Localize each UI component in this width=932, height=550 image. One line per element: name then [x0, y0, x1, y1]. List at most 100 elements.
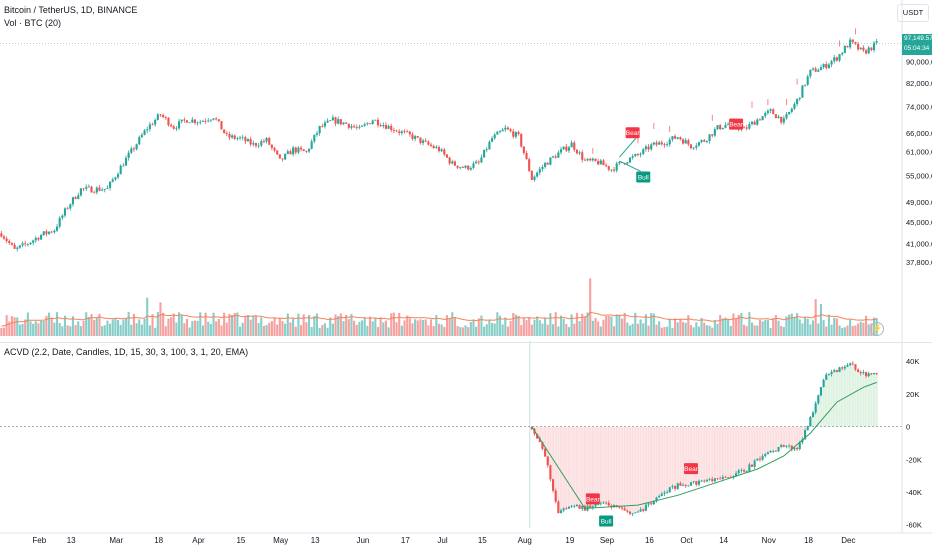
volume-bar: [533, 319, 536, 336]
price-candle-body: [154, 119, 157, 125]
volume-bar: [528, 317, 531, 336]
acvd-candle-body: [536, 433, 539, 439]
price-candle-body: [196, 122, 199, 124]
price-candle-body: [448, 157, 451, 164]
volume-bar: [833, 317, 836, 336]
x-axis-tick: Mar: [109, 536, 123, 545]
price-axis-tick: 66,000.00: [906, 129, 932, 138]
volume-bar: [727, 319, 730, 336]
acvd-candle-body: [636, 511, 640, 513]
price-candle-body: [509, 129, 512, 132]
volume-bar: [268, 322, 271, 336]
volume-bar: [713, 320, 716, 336]
volume-bar: [13, 317, 16, 336]
price-candle-body: [238, 137, 242, 139]
volume-bar: [459, 327, 462, 336]
price-candle-body: [225, 133, 228, 134]
price-candle-body: [822, 64, 825, 68]
acvd-fill-bar: [573, 426, 576, 506]
volume-bar: [591, 320, 594, 336]
price-candle-body: [87, 186, 90, 188]
acvd-candle-body: [843, 366, 846, 369]
volume-bar: [223, 312, 226, 336]
acvd-fill-bar: [599, 426, 603, 504]
currency-button[interactable]: USDT: [897, 4, 929, 22]
acvd-fill-bar: [822, 379, 825, 427]
volume-bar: [724, 317, 727, 336]
price-candle-body: [398, 131, 401, 134]
volume-bar: [819, 304, 823, 336]
price-candle-body: [66, 208, 69, 210]
volume-bar: [315, 313, 319, 336]
price-candle-body: [79, 188, 82, 196]
price-candle-body: [419, 137, 422, 144]
volume-bar: [530, 324, 533, 336]
price-candle-body: [233, 135, 236, 139]
price-candle-body: [313, 134, 316, 142]
price-candle-body: [557, 152, 560, 158]
price-candle-body: [114, 177, 117, 180]
price-candle-body: [231, 135, 234, 138]
volume-bar: [485, 324, 488, 336]
volume-bar: [10, 316, 13, 336]
volume-bar: [246, 314, 250, 336]
volume-bar: [278, 318, 281, 336]
price-candle-body: [132, 148, 136, 150]
volume-bar: [546, 324, 549, 336]
price-candle-body: [244, 137, 247, 142]
acvd-candle-body: [817, 395, 820, 404]
price-candle-body: [331, 117, 334, 121]
alert-icon[interactable]: ⚡: [870, 322, 884, 336]
price-candle-body: [602, 160, 605, 166]
volume-bar: [16, 317, 19, 336]
price-candle-body: [642, 149, 645, 154]
price-candle-body: [26, 244, 29, 245]
volume-bar: [570, 314, 573, 336]
price-candle-body: [400, 131, 403, 134]
volume-bar: [50, 318, 53, 336]
price-candle-body: [345, 122, 348, 124]
acvd-candle-body: [790, 445, 793, 450]
price-candle-body: [586, 158, 589, 161]
volume-bar: [671, 327, 674, 336]
price-candle-body: [201, 120, 204, 122]
price-candle-body: [512, 131, 515, 137]
acvd-fill-bar: [634, 426, 637, 513]
volume-bar: [32, 323, 35, 336]
price-candle-body: [424, 140, 427, 142]
acvd-fill-bar: [636, 426, 640, 512]
volume-bar: [390, 313, 393, 336]
acvd-candle-body: [573, 505, 576, 507]
volume-bar: [122, 319, 125, 336]
price-candle-body: [427, 141, 430, 145]
price-candle-body: [411, 134, 414, 139]
volume-bar: [544, 317, 547, 336]
acvd-fill-bar: [854, 369, 857, 427]
bull-signal-label: Bull: [638, 174, 649, 181]
price-candle-body: [843, 46, 846, 54]
volume-bar: [204, 312, 207, 336]
x-axis-tick: 13: [67, 536, 76, 545]
volume-bar: [809, 324, 812, 336]
volume-bar: [156, 312, 159, 336]
acvd-candle-body: [727, 477, 730, 478]
price-axis-tick: 90,000.00: [906, 57, 932, 66]
acvd-fill-bar: [737, 426, 740, 471]
acvd-fill-bar: [787, 426, 791, 446]
acvd-candle-body: [687, 485, 690, 487]
volume-bar: [605, 315, 608, 336]
acvd-panel[interactable]: [0, 341, 902, 528]
acvd-fill-bar: [726, 426, 730, 478]
volume-bar: [753, 325, 756, 336]
volume-bar: [111, 319, 114, 336]
price-candle-body: [10, 243, 13, 245]
volume-bar: [201, 325, 204, 336]
volume-bar: [835, 318, 838, 336]
acvd-fill-bar: [578, 426, 581, 509]
acvd-candle-body: [700, 480, 703, 482]
volume-bar: [575, 312, 578, 336]
price-candle-body: [119, 165, 122, 175]
panel-separator[interactable]: [0, 342, 932, 343]
price-panel[interactable]: [0, 28, 902, 252]
acvd-candle-body: [684, 485, 687, 486]
